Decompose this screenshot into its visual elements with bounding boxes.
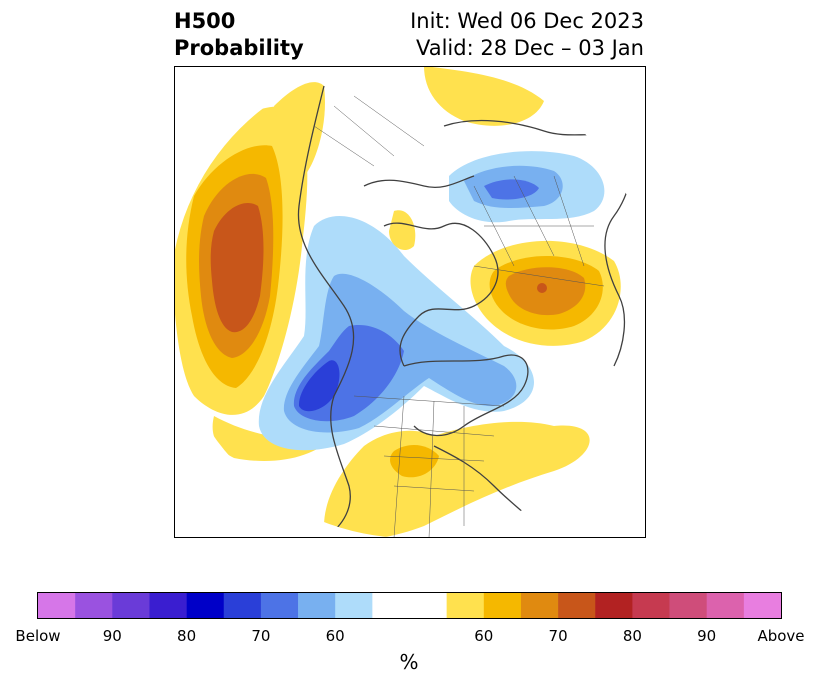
colorbar-tick-label: Above [757, 627, 805, 645]
forecast-dates: Init: Wed 06 Dec 2023 Valid: 28 Dec – 03… [410, 8, 644, 62]
colorbar-segment [260, 593, 299, 618]
colorbar-tick-label: 70 [548, 627, 568, 645]
colorbar-segment [186, 593, 225, 618]
pacific-above-anomaly [174, 106, 334, 462]
political-borders [313, 95, 605, 538]
colorbar-tick-label: 70 [251, 627, 271, 645]
colorbar-segment [706, 593, 745, 618]
init-date: Init: Wed 06 Dec 2023 [410, 9, 644, 33]
title-line-1: H500 [174, 9, 236, 33]
eastern-us-above-anomaly [324, 421, 590, 538]
colorbar-segment [75, 593, 113, 618]
colorbar-tick-label: 80 [177, 627, 197, 645]
title-line-2: Probability [174, 36, 304, 60]
colorbar-tick-label: 80 [622, 627, 642, 645]
colorbar-border [37, 592, 782, 619]
colorbar-segment [595, 593, 633, 618]
arctic-above-anomaly [424, 66, 544, 126]
alaska-above-anomaly [274, 82, 325, 176]
colorbar-segment [298, 593, 336, 618]
colorbar-segment [669, 593, 707, 618]
colorbar-segment [558, 593, 596, 618]
colorbar [37, 592, 782, 619]
continent-outlines [297, 85, 632, 538]
colorbar-tick-label: 90 [697, 627, 717, 645]
colorbar-unit: % [399, 650, 419, 674]
colorbar-segment [446, 593, 485, 618]
colorbar-segment [483, 593, 522, 618]
colorbar-segment [38, 593, 76, 618]
eurasia-below-anomaly [449, 151, 605, 223]
colorbar-segment [149, 593, 187, 618]
colorbar-segment [372, 593, 447, 618]
colorbar-tick-label: 60 [474, 627, 494, 645]
colorbar-tick-label: 90 [102, 627, 122, 645]
colorbar-segment [112, 593, 150, 618]
colorbar-segment [632, 593, 670, 618]
colorbar-segment [335, 593, 373, 618]
colorbar-segment [520, 593, 559, 618]
probability-map [174, 66, 646, 538]
map-title: H500 Probability [174, 8, 304, 62]
europe-above-anomaly [470, 240, 621, 346]
colorbar-tick-label: Below [15, 627, 61, 645]
colorbar-segment [743, 593, 782, 618]
valid-dates: Valid: 28 Dec – 03 Jan [415, 36, 644, 60]
colorbar-segment [223, 593, 262, 618]
colorbar-tick-label: 60 [325, 627, 345, 645]
